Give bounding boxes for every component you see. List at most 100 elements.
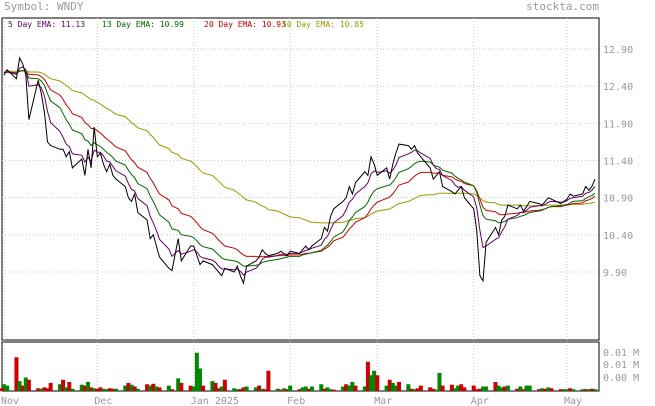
volume-bar <box>453 388 458 391</box>
volume-bar <box>67 382 72 391</box>
x-tick-label: May <box>564 396 582 406</box>
volume-bar <box>135 388 140 391</box>
volume-bar <box>353 385 358 391</box>
volume-bar <box>281 388 286 391</box>
y-tick-label: 12.40 <box>603 82 633 93</box>
volume-bar <box>92 388 97 391</box>
volume-bar <box>260 388 265 391</box>
x-tick-label: Mar <box>374 396 392 406</box>
volume-bar <box>219 386 224 391</box>
volume-bar <box>586 389 591 391</box>
volume-bar <box>393 385 398 391</box>
x-tick-label: Jan 2025 <box>191 396 239 406</box>
volume-bar <box>297 389 302 391</box>
volume-bar <box>471 385 476 391</box>
volume-bar <box>384 385 389 391</box>
volume-bar <box>549 388 554 391</box>
volume-bar <box>434 389 439 391</box>
volume-bar <box>201 385 206 391</box>
volume-bar <box>275 388 280 391</box>
volume-bar <box>20 385 25 391</box>
volume-bar <box>210 381 215 391</box>
volume-bar <box>428 387 433 391</box>
brand-logo-text: stockta.com <box>526 0 599 13</box>
y-tick-label: 11.40 <box>603 157 633 168</box>
volume-bar <box>48 382 53 391</box>
volume-bar <box>328 389 333 391</box>
volume-bar <box>341 386 346 391</box>
volume-bar <box>278 389 283 391</box>
volume-bar <box>418 385 423 391</box>
volume-bar <box>107 388 112 391</box>
volume-bar <box>232 388 237 391</box>
volume-bar <box>319 384 324 391</box>
volume-tick-label: 0.01 M <box>603 360 639 371</box>
volume-bar <box>42 387 47 391</box>
volume-bar <box>502 386 507 391</box>
volume-bar <box>303 386 308 391</box>
volume-bar <box>561 389 566 391</box>
volume-bar <box>17 381 22 391</box>
volume-bar <box>580 389 585 391</box>
volume-bar <box>263 389 268 391</box>
volume-bar <box>191 386 196 391</box>
symbol-label: Symbol: WNDY <box>4 0 84 13</box>
volume-bar <box>148 385 153 391</box>
volume-bar <box>565 389 570 391</box>
volume-bar <box>415 388 420 391</box>
volume-bar <box>589 388 594 391</box>
volume-tick-label: 0.00 M <box>603 373 639 384</box>
volume-bar <box>493 382 498 391</box>
volume-bar <box>89 387 94 391</box>
volume-bar <box>593 389 597 391</box>
ema50-legend: 50 Day EMA: 10.85 <box>282 20 364 29</box>
volume-bar <box>481 386 486 391</box>
volume-bar <box>390 382 395 391</box>
volume-bar <box>2 384 6 391</box>
volume-bar <box>241 387 246 391</box>
ema13-legend: 13 Day EMA: 10.99 <box>102 20 184 29</box>
volume-bar <box>409 388 414 391</box>
volume-bar <box>309 386 314 391</box>
volume-bar <box>372 370 377 391</box>
volume-bar <box>462 387 467 391</box>
volume-bar <box>546 387 551 391</box>
volume-bar <box>266 370 271 391</box>
volume-bar <box>169 389 174 391</box>
volume-bar <box>406 384 411 391</box>
volume-bar <box>412 389 417 391</box>
volume-bar <box>369 375 374 391</box>
volume-bar <box>104 389 109 391</box>
volume-bar <box>459 384 464 391</box>
volume-bar <box>213 382 218 391</box>
volume-bar <box>456 385 461 391</box>
volume-bar <box>431 388 436 391</box>
volume-bar <box>362 386 367 391</box>
volume-bar <box>26 379 31 391</box>
volume-bar <box>98 387 103 391</box>
volume-bar <box>57 384 62 391</box>
volume-bar <box>132 386 137 391</box>
volume-bar <box>499 387 504 391</box>
y-tick-label: 10.40 <box>603 231 633 242</box>
volume-bar <box>82 385 87 391</box>
volume-bar <box>113 388 118 391</box>
volume-bar <box>197 368 202 391</box>
volume-bar <box>216 388 221 391</box>
volume-bar <box>244 386 249 391</box>
volume-bar <box>126 382 131 391</box>
series-line-ema5 <box>3 66 596 276</box>
volume-bar <box>505 385 510 391</box>
volume-bar <box>151 383 156 391</box>
volume-tick-label: 0.01 M <box>603 348 639 359</box>
volume-bar <box>123 385 128 391</box>
series-line-ema20 <box>3 70 596 258</box>
volume-bar <box>288 385 293 391</box>
volume-bar <box>449 384 454 391</box>
volume-bar <box>440 385 445 391</box>
volume-bar <box>300 387 305 391</box>
price-panel-frame <box>1 17 600 341</box>
series-line-price <box>3 56 596 285</box>
volume-bar <box>350 382 355 391</box>
